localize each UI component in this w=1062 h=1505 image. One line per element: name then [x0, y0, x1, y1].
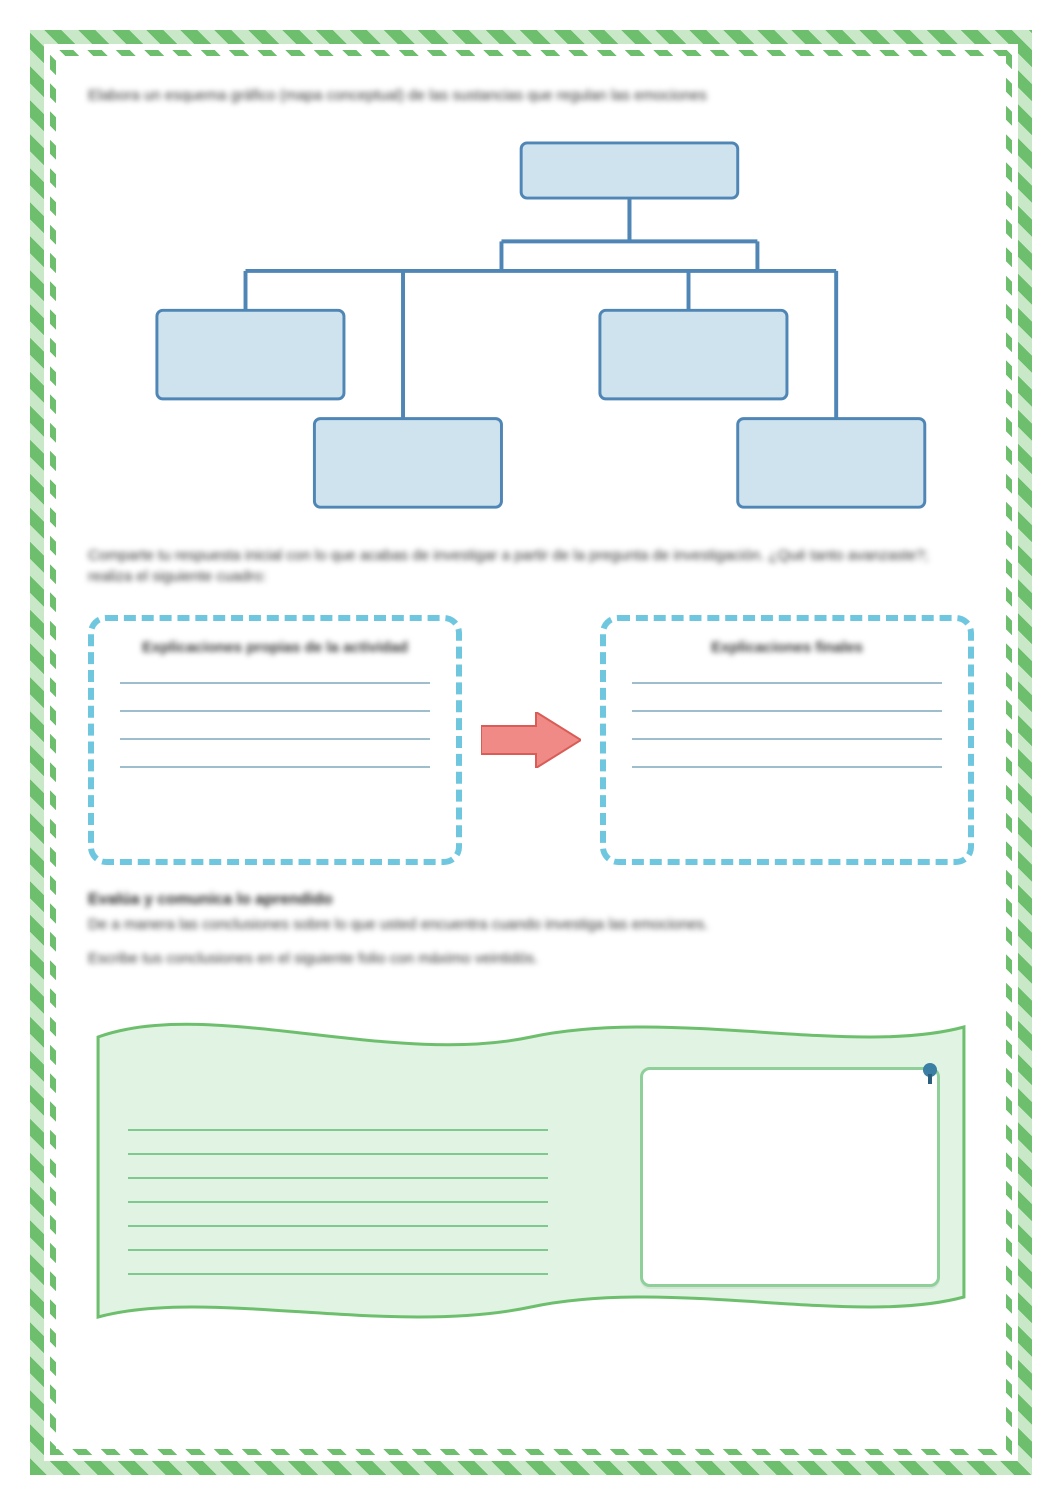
rule-line[interactable]: [128, 1225, 548, 1227]
rule-line[interactable]: [128, 1129, 548, 1131]
map-node-2[interactable]: [314, 419, 501, 508]
rule-line[interactable]: [128, 1249, 548, 1251]
note-card[interactable]: [640, 1067, 940, 1287]
write-line[interactable]: [632, 766, 942, 768]
arrow-icon: [481, 712, 581, 768]
section3-line2: Escribe tus conclusiones en el siguiente…: [88, 949, 974, 969]
content-area: Elabora un esquema gráfico (mapa concept…: [70, 70, 992, 1435]
write-line[interactable]: [632, 710, 942, 712]
rule-line[interactable]: [128, 1273, 548, 1275]
explanations-before-title: Explicaciones propias de la actividad: [116, 639, 434, 656]
worksheet-page: Elabora un esquema gráfico (mapa concept…: [0, 0, 1062, 1505]
rule-line[interactable]: [128, 1201, 548, 1203]
write-line[interactable]: [120, 682, 430, 684]
arrow-wrap: [476, 712, 586, 768]
section1-instruction: Elabora un esquema gráfico (mapa concept…: [88, 86, 974, 106]
map-root-node[interactable]: [521, 143, 738, 198]
write-line[interactable]: [632, 738, 942, 740]
rule-line[interactable]: [128, 1177, 548, 1179]
rule-line[interactable]: [128, 1153, 548, 1155]
conclusion-lines[interactable]: [128, 1107, 548, 1297]
explanation-row: Explicaciones propias de la actividad Ex…: [88, 615, 974, 865]
write-line[interactable]: [120, 766, 430, 768]
write-line[interactable]: [120, 738, 430, 740]
write-line[interactable]: [632, 682, 942, 684]
map-node-3[interactable]: [600, 311, 787, 400]
concept-map-svg: [88, 120, 974, 540]
pin-icon: [917, 1060, 943, 1086]
map-node-1[interactable]: [157, 311, 344, 400]
section3-heading: Evalúa y comunica lo aprendido: [88, 891, 974, 909]
explanations-after-title: Explicaciones finales: [628, 639, 946, 656]
write-line[interactable]: [120, 710, 430, 712]
section2-instruction: Comparte tu respuesta inicial con lo que…: [88, 546, 974, 587]
explanations-before-box[interactable]: Explicaciones propias de la actividad: [88, 615, 462, 865]
section3-line1: De a manera las conclusiones sobre lo qu…: [88, 915, 974, 935]
concept-map: [88, 120, 974, 540]
conclusion-banner: [88, 997, 974, 1327]
explanations-after-box[interactable]: Explicaciones finales: [600, 615, 974, 865]
map-node-4[interactable]: [738, 419, 925, 508]
